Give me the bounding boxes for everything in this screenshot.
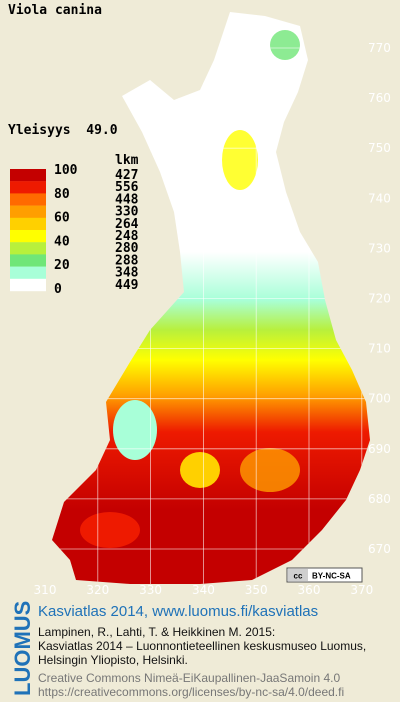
legend-count: 556 xyxy=(115,180,139,195)
easting-label: 340 xyxy=(192,583,215,597)
legend-level: 20 xyxy=(54,258,70,273)
easting-label: 320 xyxy=(86,583,109,597)
legend-swatch xyxy=(10,193,46,206)
easting-label: 330 xyxy=(139,583,162,597)
legend-swatch xyxy=(10,230,46,243)
legend-swatch xyxy=(10,181,46,194)
legend-count: 288 xyxy=(115,253,139,268)
legend-swatch xyxy=(10,242,46,255)
legend-level: 40 xyxy=(54,234,70,249)
citation-line: Helsingin Yliopisto, Helsinki. xyxy=(38,653,188,667)
map-patch xyxy=(240,448,300,492)
legend-swatch xyxy=(10,217,46,231)
legend-swatch xyxy=(10,169,46,182)
northing-label: 670 xyxy=(368,542,391,556)
northing-label: 690 xyxy=(368,442,391,456)
northing-label: 720 xyxy=(368,292,391,306)
legend-swatch xyxy=(10,278,46,292)
legend-level: 60 xyxy=(54,211,70,226)
license-line: Creative Commons Nimeä-EiKaupallinen-Jaa… xyxy=(38,671,340,685)
license-line: https://creativecommons.org/licenses/by-… xyxy=(38,685,344,699)
map-patch xyxy=(222,130,258,190)
easting-label: 370 xyxy=(350,583,373,597)
northing-label: 760 xyxy=(368,91,391,105)
northing-label: 680 xyxy=(368,492,391,506)
citation-line: Lampinen, R., Lahti, T. & Heikkinen M. 2… xyxy=(38,625,275,639)
legend-swatch xyxy=(10,205,46,218)
map-patch xyxy=(113,400,157,460)
easting-label: 350 xyxy=(245,583,268,597)
legend-count: 348 xyxy=(115,266,139,281)
footer-link[interactable]: Kasviatlas 2014, www.luomus.fi/kasviatla… xyxy=(38,603,318,620)
legend-level: 100 xyxy=(54,163,78,178)
legend-count: 248 xyxy=(115,229,139,244)
legend-level: 80 xyxy=(54,187,70,202)
legend-count: 280 xyxy=(115,241,139,256)
legend-count: 330 xyxy=(115,205,139,220)
frequency: Yleisyys 49.0 xyxy=(8,123,118,138)
legend-count: 264 xyxy=(115,217,139,232)
footer-text: Lampinen, R., Lahti, T. & Heikkinen M. 2… xyxy=(38,625,366,699)
citation-line: Kasviatlas 2014 – Luonnontieteellinen ke… xyxy=(38,639,366,653)
northing-label: 750 xyxy=(368,141,391,155)
map-patch xyxy=(180,452,220,488)
northing-label: 770 xyxy=(368,41,391,55)
legend-level: 0 xyxy=(54,282,62,297)
badge-icon: cc xyxy=(294,572,303,581)
easting-label: 360 xyxy=(298,583,321,597)
axes: 770 760 750 740 730 720 710 700 690 680 670 310 320 3… xyxy=(34,41,391,597)
easting-label: 310 xyxy=(34,583,57,597)
map-patch xyxy=(80,512,140,548)
license-badge: cc BY-NC-SA xyxy=(286,567,363,583)
legend-count: 449 xyxy=(115,278,138,293)
badge-text: BY-NC-SA xyxy=(312,572,351,581)
legend-swatch xyxy=(10,266,46,279)
logo: LUOMUS xyxy=(10,601,35,696)
legend-count: 427 xyxy=(115,168,138,183)
badge-icon-bg xyxy=(288,569,308,581)
northing-label: 700 xyxy=(368,392,391,406)
northing-label: 740 xyxy=(368,191,391,205)
count-header: lkm xyxy=(115,153,139,168)
northing-label: 730 xyxy=(368,241,391,255)
northing-label: 710 xyxy=(368,342,391,356)
legend-count: 448 xyxy=(115,192,139,207)
map-patch xyxy=(270,30,300,60)
map-fill xyxy=(52,12,370,584)
species-title: Viola canina xyxy=(8,3,102,18)
legend-swatch xyxy=(10,254,46,267)
map-area xyxy=(52,12,370,584)
